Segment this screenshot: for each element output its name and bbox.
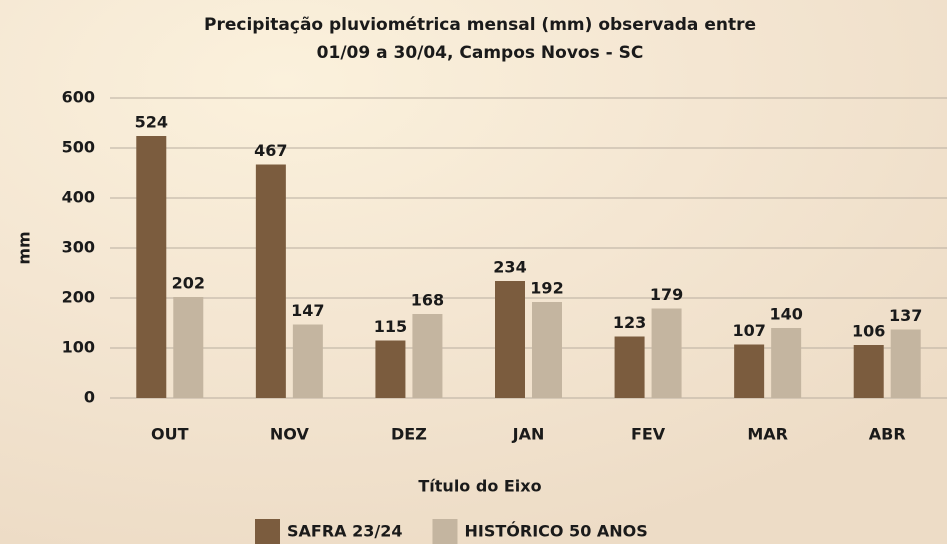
chart-title: Precipitação pluviométrica mensal (mm) o… (204, 15, 756, 35)
bar (652, 309, 682, 399)
chart-title: 01/09 a 30/04, Campos Novos - SC (317, 43, 644, 63)
data-label: 123 (613, 313, 646, 332)
bar (615, 337, 645, 399)
y-tick-label: 0 (84, 388, 95, 407)
bar (412, 314, 442, 398)
data-label: 140 (769, 305, 802, 324)
x-tick-label: FEV (631, 425, 666, 444)
data-label: 202 (172, 274, 205, 293)
chart: Precipitação pluviométrica mensal (mm) o… (0, 0, 947, 544)
legend-label: HISTÓRICO 50 ANOS (464, 522, 647, 541)
bar (173, 297, 203, 398)
y-axis-title: mm (15, 231, 34, 264)
data-label: 524 (135, 113, 168, 132)
data-label: 147 (291, 301, 324, 320)
y-tick-label: 300 (62, 238, 95, 257)
x-tick-label: JAN (512, 425, 545, 444)
x-tick-label: NOV (270, 425, 310, 444)
page: Precipitação pluviométrica mensal (mm) o… (0, 0, 947, 544)
data-label: 168 (411, 291, 444, 310)
bar (495, 281, 525, 398)
bar (375, 341, 405, 399)
x-tick-label: MAR (747, 425, 788, 444)
y-tick-label: 500 (62, 138, 95, 157)
data-label: 467 (254, 141, 287, 160)
bar (532, 302, 562, 398)
bar (256, 165, 286, 399)
data-label: 107 (732, 321, 765, 340)
data-label: 192 (530, 279, 563, 298)
data-label: 179 (650, 285, 683, 304)
bar (734, 345, 764, 399)
y-tick-label: 600 (62, 88, 95, 107)
x-tick-label: DEZ (391, 425, 427, 444)
data-label: 115 (374, 317, 407, 336)
legend-label: SAFRA 23/24 (287, 522, 402, 541)
x-tick-label: ABR (869, 425, 906, 444)
data-label: 106 (852, 322, 885, 341)
bar (771, 328, 801, 398)
y-tick-label: 400 (62, 188, 95, 207)
bar (891, 330, 921, 399)
data-label: 234 (493, 258, 526, 277)
y-tick-label: 200 (62, 288, 95, 307)
bar (854, 345, 884, 398)
legend-swatch (432, 519, 457, 544)
y-tick-label: 100 (62, 338, 95, 357)
legend-swatch (255, 519, 280, 544)
x-axis-title: Título do Eixo (418, 477, 541, 496)
bar (136, 136, 166, 398)
data-label: 137 (889, 306, 922, 325)
bar (293, 325, 323, 399)
x-tick-label: OUT (151, 425, 189, 444)
